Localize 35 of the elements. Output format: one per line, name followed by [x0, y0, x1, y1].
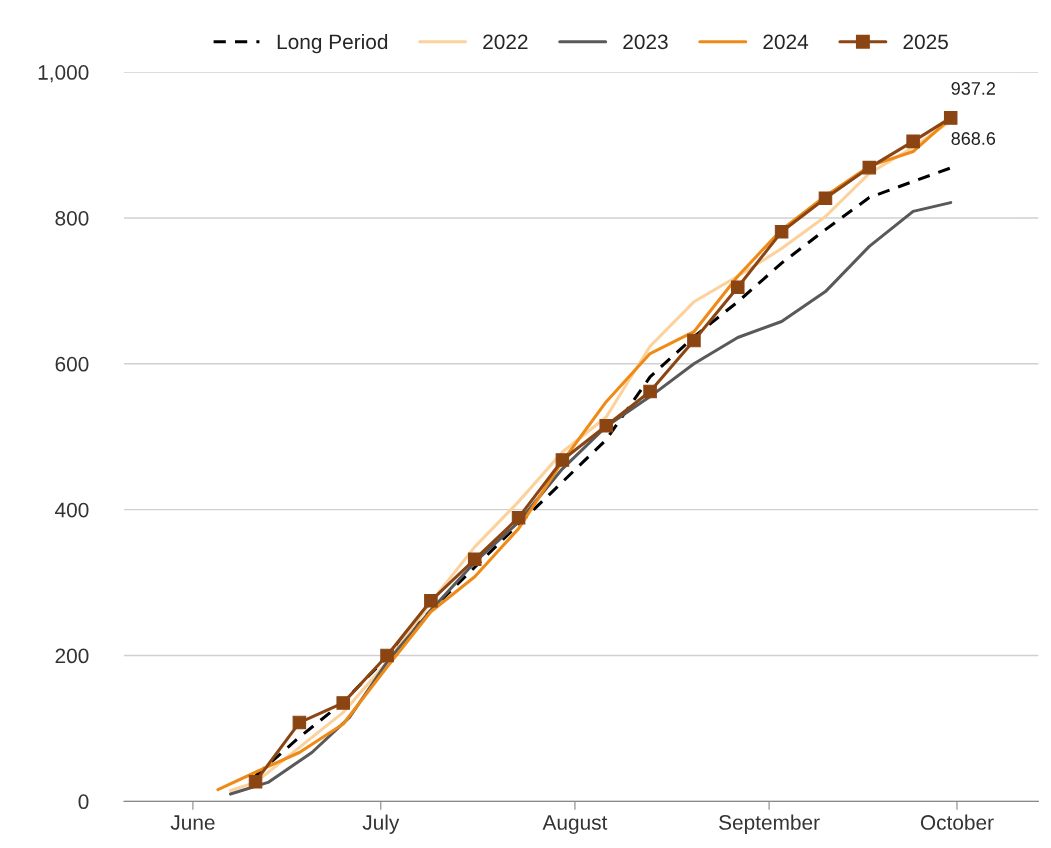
point [292, 715, 307, 730]
point [424, 594, 438, 608]
point [774, 225, 789, 239]
y-tick-label: 200 [55, 648, 89, 664]
x-tick-label: August [542, 815, 608, 834]
x-tick-label: October [920, 814, 994, 830]
point [731, 280, 745, 294]
y-tick-label: 0 [78, 794, 89, 810]
x-tick-label: July [362, 814, 400, 834]
legend-label: Long Period [277, 33, 388, 54]
point [818, 191, 833, 206]
annotation: 868.6 [951, 132, 996, 145]
y-tick-label: 800 [55, 210, 89, 226]
x-tick-label: September [719, 814, 820, 834]
y-tick-label: 1,000 [38, 65, 89, 83]
legend-label: 2024 [763, 34, 809, 50]
point [467, 552, 482, 567]
point [687, 333, 701, 348]
point [555, 453, 570, 467]
point [643, 384, 657, 399]
point [599, 419, 614, 433]
y-tick-label: 400 [55, 502, 89, 518]
legend-label: 2025 [903, 34, 948, 50]
legend-label: 2023 [623, 34, 668, 50]
point [862, 160, 877, 175]
point [906, 134, 920, 149]
point [380, 648, 394, 663]
point [943, 111, 958, 125]
x-tick-label: June [170, 815, 215, 830]
point [511, 510, 526, 525]
legend-label: 2022 [483, 34, 528, 50]
point [248, 774, 263, 789]
point [336, 696, 350, 710]
y-tick-label: 600 [55, 356, 89, 372]
annotation: 937.2 [951, 82, 995, 95]
